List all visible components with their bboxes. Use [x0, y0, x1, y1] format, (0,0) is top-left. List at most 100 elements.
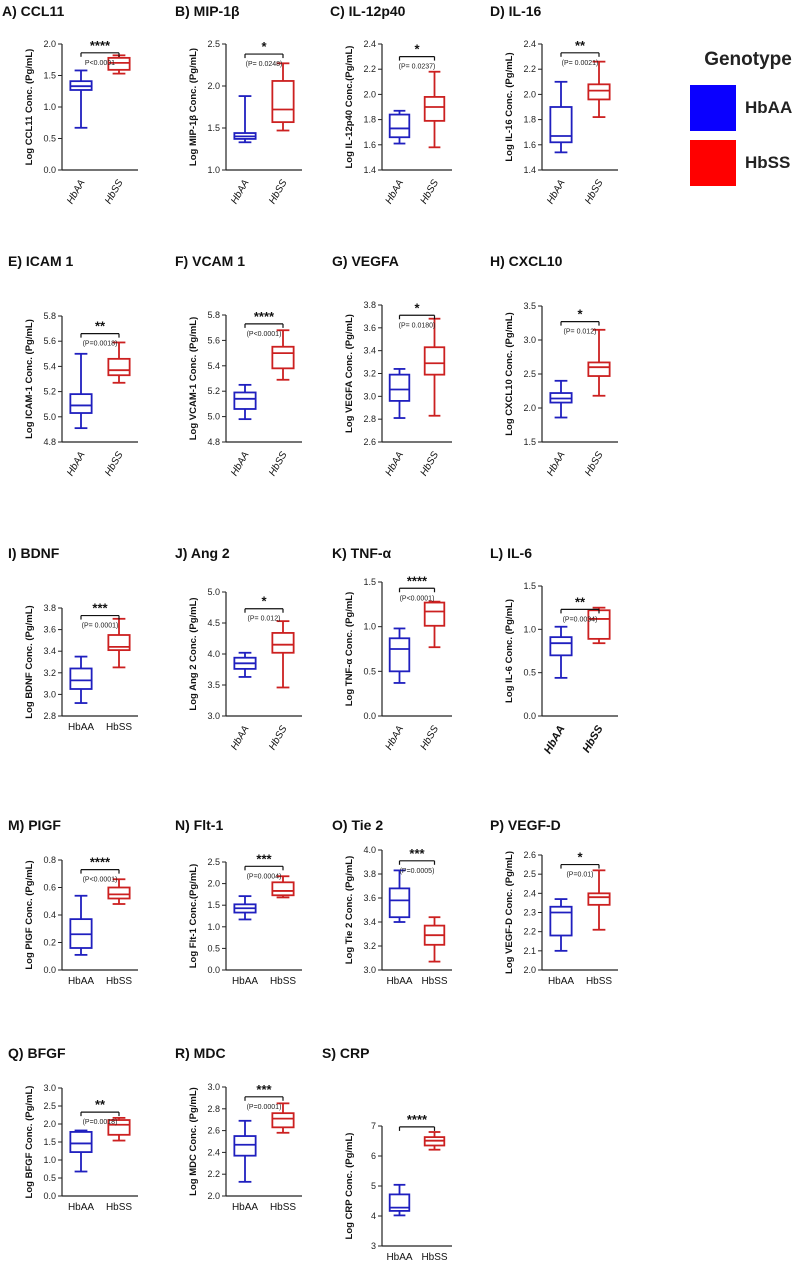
chart-panels: A) CCL11 0.0 0.5 1.0 1.5 2.0 Log CCL11 Conc. (… — [2, 3, 618, 1263]
panel-letter: S) — [322, 1045, 340, 1061]
box-hbaa — [388, 887, 411, 919]
significance-stars: * — [414, 42, 420, 57]
significance-stars: **** — [407, 1112, 428, 1127]
y-axis-label: Log PIGF Conc. (Pg/mL) — [24, 860, 35, 969]
box-hbaa — [388, 637, 411, 673]
panel-a: A) CCL11 0.0 0.5 1.0 1.5 2.0 Log CCL11 Conc. (… — [2, 3, 138, 206]
y-axis-label: Log TNF-α Conc. (Pg/mL) — [344, 592, 355, 707]
x-tick-label-hbss: HbSS — [586, 976, 612, 987]
y-axis-label: Log VEGFA Conc. (Pg/mL) — [344, 314, 355, 433]
y-tick-label: 3.0 — [363, 391, 376, 401]
y-tick-label: 5.8 — [207, 310, 220, 320]
y-tick-label: 3.0 — [43, 1083, 56, 1093]
y-tick-label: 5.0 — [207, 587, 220, 597]
y-tick-label: 2.0 — [207, 81, 220, 91]
significance-pvalue: (P= 0.012) — [248, 616, 281, 623]
box-hbaa — [233, 391, 257, 410]
box-hbss — [271, 632, 295, 654]
x-tick-label-hbaa: HbAA — [68, 722, 94, 733]
y-axis-label: Log Tie 2 Conc. (Pg/mL) — [344, 856, 355, 965]
y-tick-label: 0.5 — [43, 1173, 56, 1183]
box-hbss — [271, 345, 295, 370]
panel-p: P) VEGF-D 2.0 2.1 2.2 2.3 2.4 2.5 2.6 Log VEGF-D… — [490, 817, 618, 987]
y-tick-label: 5.2 — [43, 387, 56, 397]
y-tick-label: 2.0 — [523, 965, 536, 975]
y-tick-label: 2.0 — [43, 1119, 56, 1129]
box-hbss — [271, 80, 295, 124]
y-tick-label: 2.0 — [523, 403, 536, 413]
panel-name: Tie 2 — [351, 817, 383, 833]
y-axis-label: Log IL-16 Conc. (Pg/mL) — [504, 52, 515, 161]
panel-title: L) IL-6 — [490, 545, 532, 561]
box-hbss — [587, 892, 611, 906]
y-tick-label: 2.5 — [523, 869, 536, 879]
y-tick-label: 5.8 — [43, 311, 56, 321]
panel-name: IL-16 — [509, 3, 542, 19]
panel-name: BDNF — [20, 545, 59, 561]
y-tick-label: 2.0 — [523, 89, 536, 99]
significance-stars: **** — [90, 38, 111, 53]
y-tick-label: 5.0 — [207, 412, 220, 422]
panel-b: B) MIP-1β 1.0 1.5 2.0 2.5 Log MIP-1β Conc. (P… — [175, 3, 302, 206]
panel-letter: R) — [175, 1045, 194, 1061]
panel-letter: A) — [2, 3, 21, 19]
box-hbss — [587, 361, 611, 377]
y-tick-label: 3.0 — [207, 1082, 220, 1092]
panel-g: G) VEGFA 2.6 2.8 3.0 3.2 3.4 3.6 3.8 Log VEGFA C… — [332, 253, 452, 478]
x-tick-label-hbss: HbSS — [421, 1252, 447, 1263]
panel-c: C) IL-12p40 1.4 1.6 1.8 2.0 2.2 2.4 Log IL-12p4… — [330, 3, 452, 206]
x-tick-label-hbaa: HbAA — [65, 450, 88, 478]
box-hbaa — [549, 636, 573, 657]
y-tick-label: 0.0 — [43, 965, 56, 975]
y-tick-label: 2.5 — [523, 369, 536, 379]
x-tick-label-hbaa: HbAA — [542, 723, 568, 756]
significance-stars: **** — [254, 309, 275, 324]
box-hbss — [107, 634, 131, 652]
y-tick-label: 2.2 — [363, 64, 376, 74]
y-tick-label: 2.0 — [207, 879, 220, 889]
y-tick-label: 1.5 — [207, 900, 220, 910]
x-tick-label-hbss: HbSS — [419, 724, 442, 752]
box-hbss — [107, 56, 131, 71]
panel-s: S) CRP 3 4 5 6 7 Log CRP Conc. (Pg/mL) HbAA HbSS… — [322, 1045, 452, 1263]
significance-stars: * — [261, 39, 267, 54]
y-axis-label: Log CCL11 Conc. (Pg/mL) — [24, 49, 35, 166]
panel-letter: H) — [490, 253, 509, 269]
y-tick-label: 3.6 — [363, 893, 376, 903]
panel-name: CCL11 — [21, 3, 65, 19]
y-tick-label: 4.5 — [207, 618, 220, 628]
panel-letter: O) — [332, 817, 351, 833]
y-tick-label: 3.6 — [363, 323, 376, 333]
y-tick-label: 1.8 — [363, 115, 376, 125]
y-axis-label: Log MIP-1β Conc. (Pg/mL) — [188, 48, 199, 166]
significance-stars: *** — [92, 601, 108, 616]
box-hbaa — [69, 667, 93, 690]
x-tick-label-hbaa: HbAA — [68, 976, 94, 987]
panel-title: E) ICAM 1 — [8, 253, 74, 269]
panel-title: H) CXCL10 — [490, 253, 563, 269]
genotype-legend: Genotype HbAA HbSS — [690, 49, 792, 186]
significance-stars: *** — [409, 846, 425, 861]
y-tick-label: 2.1 — [523, 946, 536, 956]
panel-k: K) TNF-α 0.0 0.5 1.0 1.5 Log TNF-α Conc. (Pg/… — [332, 545, 452, 752]
x-tick-label-hbaa: HbAA — [386, 976, 412, 987]
x-tick-label-hbaa: HbAA — [232, 1202, 258, 1213]
y-tick-label: 5.4 — [207, 361, 220, 371]
y-tick-label: 2.8 — [363, 414, 376, 424]
panel-title: G) VEGFA — [332, 253, 399, 269]
y-tick-label: 2.2 — [523, 64, 536, 74]
panel-letter: D) — [490, 3, 509, 19]
y-tick-label: 5.6 — [207, 335, 220, 345]
significance-pvalue: (P=0.0018) — [83, 341, 118, 348]
panel-d: D) IL-16 1.4 1.6 1.8 2.0 2.2 2.4 Log IL-16 Conc… — [490, 3, 618, 206]
y-tick-label: 2.0 — [207, 1191, 220, 1201]
y-tick-label: 1.4 — [523, 165, 536, 175]
x-tick-label-hbss: HbSS — [267, 450, 290, 478]
y-axis-label: Log BFGF Conc. (Pg/mL) — [24, 1086, 35, 1199]
y-tick-label: 1.0 — [207, 922, 220, 932]
box-hbss — [587, 83, 611, 101]
significance-pvalue: (P<0.0001) — [247, 331, 282, 338]
y-tick-label: 3 — [371, 1241, 376, 1251]
y-axis-label: Log CRP Conc. (Pg/mL) — [344, 1133, 355, 1240]
